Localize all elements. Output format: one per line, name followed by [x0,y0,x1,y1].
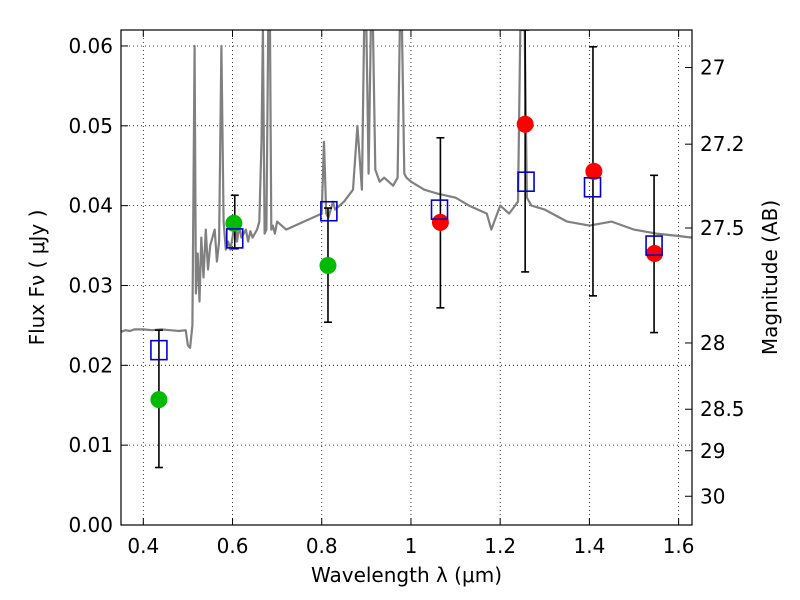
y2-tick-label: 27.5 [700,216,745,240]
x-tick-label: 1 [405,534,418,558]
model-square-point [430,199,449,220]
green-data-point [319,257,337,275]
x-tick-label: 1.2 [484,534,516,558]
axes: 0.4 0.6 0.8 1 1.2 1.4 1.6 0.00 0.01 0.02 0.03 0.04 0… [68,29,745,558]
model-square-point [645,235,663,256]
y2-tick-label: 28.5 [700,397,745,421]
model-square-point [150,339,168,361]
plot-frame [120,29,693,526]
green-data-point [150,391,168,409]
model-square-point [225,228,244,249]
axis-labels: Wavelength λ (μm) Flux Fν ( μJy ) Magnit… [25,200,782,587]
y-tick-label: 0.03 [68,273,113,297]
model-square-point [583,176,602,198]
x-tick-label: 0.6 [217,534,249,558]
red-data-point [431,213,449,231]
y2-tick-label: 27.2 [700,132,745,156]
y-tick-label: 0.01 [68,433,113,457]
x-tick-label: 1.4 [573,534,605,558]
y2-tick-label: 28 [700,331,725,355]
y-tick-label: 0.04 [68,194,113,218]
x-tick-label: 1.6 [663,534,695,558]
model-square-point [320,200,338,222]
y-tick-label: 0.00 [68,513,113,537]
y-tick-label: 0.02 [68,353,113,377]
y-tick-label: 0.05 [68,114,113,138]
plot-area [121,30,692,469]
red-data-point [585,162,603,180]
y2-tick-label: 27 [700,56,725,80]
model-square-point [517,171,535,192]
x-tick-label: 0.8 [306,534,338,558]
grid [121,30,692,526]
x-axis-label: Wavelength λ (μm) [311,563,502,587]
y2-tick-label: 29 [700,439,725,463]
red-data-point [516,115,534,133]
y-tick-label: 0.06 [68,34,113,58]
spectrum-line [121,30,692,349]
y2-axis-label: Magnitude (AB) [758,200,782,355]
red-data-point [646,245,664,263]
y2-tick-label: 30 [700,484,725,508]
y-axis-label: Flux Fν ( μJy ) [25,210,49,346]
x-tick-label: 0.4 [127,534,159,558]
green-data-point [225,214,243,232]
